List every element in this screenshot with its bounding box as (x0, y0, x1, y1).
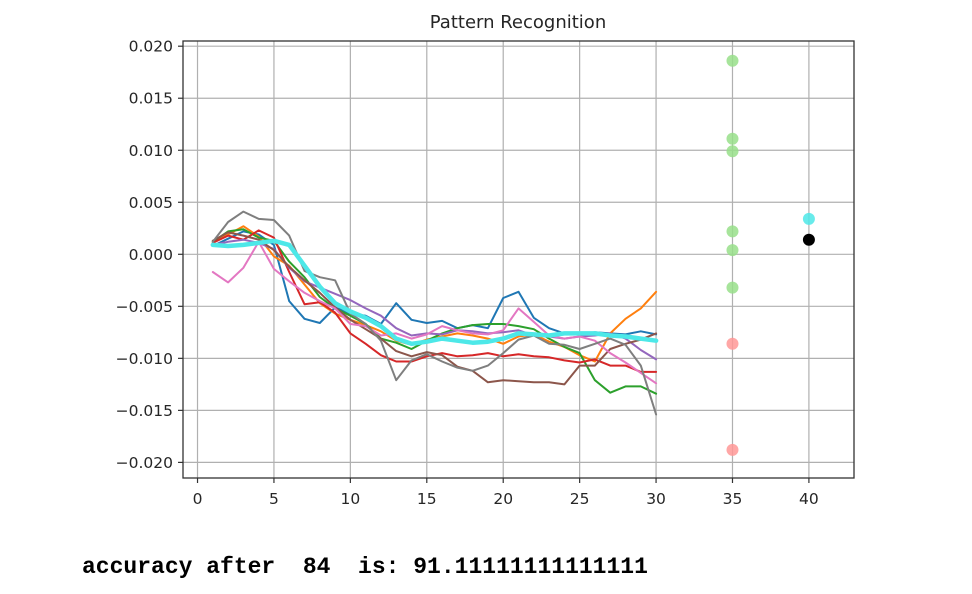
x-tick-label: 5 (269, 490, 279, 508)
scatter-point-7 (726, 337, 739, 350)
y-tick-label: 0.015 (129, 90, 173, 108)
scatter-point-4 (726, 225, 739, 238)
y-tick-label: 0.010 (129, 142, 173, 160)
scatter-point-5 (726, 244, 739, 257)
series-line-8 (211, 210, 658, 416)
grid (183, 41, 854, 478)
scatter-points (726, 54, 815, 456)
axis-ticks: 0 5 10 15 20 25 30 35 40 0.020 0.015 0.010 0.005 0.00… (116, 38, 819, 508)
y-tick-label: −0.020 (116, 454, 173, 472)
x-tick-label: 0 (193, 490, 203, 508)
x-tick-label: 15 (417, 490, 437, 508)
series-line-9 (210, 238, 659, 347)
y-tick-label: −0.015 (116, 402, 173, 420)
y-tick-label: 0.020 (129, 38, 173, 56)
scatter-point-6 (726, 281, 739, 294)
x-tick-label: 40 (799, 490, 819, 508)
scatter-point-1 (726, 54, 739, 67)
scatter-point-2 (726, 132, 739, 145)
series-line-4 (211, 229, 658, 373)
x-tick-label: 25 (570, 490, 590, 508)
x-tick-label: 30 (646, 490, 666, 508)
series-line-6 (211, 231, 658, 386)
y-tick-label: −0.010 (116, 350, 173, 368)
scatter-point-8 (726, 443, 739, 456)
y-tick-label: 0.000 (129, 246, 173, 264)
plot-frame (182, 40, 855, 479)
series-line-7 (211, 240, 658, 385)
scatter-point-9 (802, 212, 815, 225)
accuracy-output: accuracy after 84 is: 91.11111111111111 (82, 554, 648, 580)
x-tick-label: 10 (341, 490, 361, 508)
scatter-point-10 (802, 233, 815, 246)
chart-title: Pattern Recognition (430, 12, 606, 33)
x-tick-label: 20 (493, 490, 513, 508)
series-line-3 (211, 228, 658, 395)
scatter-point-3 (726, 145, 739, 158)
series-lines (210, 210, 659, 416)
x-tick-label: 35 (723, 490, 743, 508)
y-tick-label: −0.005 (116, 298, 173, 316)
y-tick-label: 0.005 (129, 194, 173, 212)
pattern-recognition-chart: Pattern Recognition 0 5 10 15 20 25 30 35 40 0.02… (116, 12, 855, 508)
